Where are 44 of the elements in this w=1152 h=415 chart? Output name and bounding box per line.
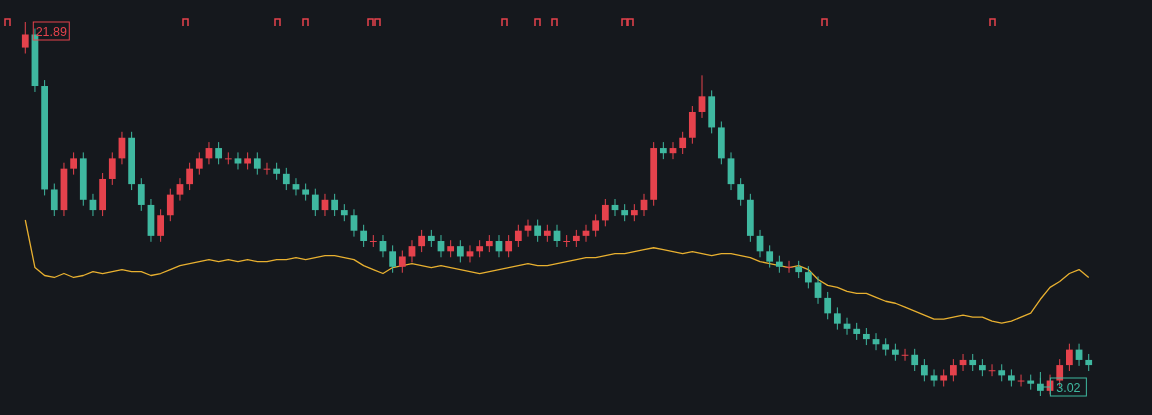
candlestick bbox=[311, 188, 319, 217]
candlestick bbox=[331, 193, 339, 217]
candlestick bbox=[920, 358, 928, 382]
candlestick bbox=[21, 21, 29, 55]
candlestick bbox=[253, 151, 261, 176]
candlestick bbox=[70, 151, 78, 176]
candlestick bbox=[50, 183, 58, 217]
candlestick bbox=[930, 368, 938, 387]
candlestick bbox=[601, 198, 609, 227]
candlestick bbox=[176, 177, 184, 202]
candlestick bbox=[911, 348, 919, 372]
candlestick bbox=[592, 213, 600, 238]
candlestick bbox=[563, 234, 571, 248]
candlestick bbox=[350, 208, 358, 238]
candlestick bbox=[1066, 343, 1073, 372]
candlestick bbox=[824, 291, 832, 320]
candlestick bbox=[369, 234, 377, 248]
candlestick bbox=[679, 131, 687, 155]
candlestick bbox=[737, 177, 745, 207]
candlestick bbox=[833, 306, 841, 331]
candlestick bbox=[166, 188, 174, 222]
candlestick bbox=[224, 151, 232, 165]
candlestick bbox=[505, 234, 513, 258]
candlestick bbox=[814, 275, 822, 305]
candlestick bbox=[514, 224, 522, 248]
candlestick bbox=[195, 151, 203, 176]
candlestick bbox=[949, 358, 957, 382]
candlestick bbox=[398, 250, 406, 274]
candlestick bbox=[418, 229, 426, 253]
candlestick bbox=[234, 151, 242, 170]
candlestick bbox=[456, 239, 464, 263]
candlestick bbox=[389, 244, 397, 274]
annotation: 3.02 bbox=[1056, 380, 1081, 395]
candlestick bbox=[282, 167, 290, 191]
candlestick bbox=[215, 141, 223, 165]
candlestick bbox=[698, 74, 706, 119]
candlestick bbox=[534, 219, 542, 243]
candlestick bbox=[108, 151, 116, 186]
candlestick bbox=[137, 177, 145, 212]
candlestick bbox=[186, 162, 194, 191]
candlestick bbox=[360, 224, 368, 248]
candlestick bbox=[157, 208, 165, 243]
candlestick bbox=[804, 265, 812, 289]
candlestick bbox=[766, 244, 774, 269]
